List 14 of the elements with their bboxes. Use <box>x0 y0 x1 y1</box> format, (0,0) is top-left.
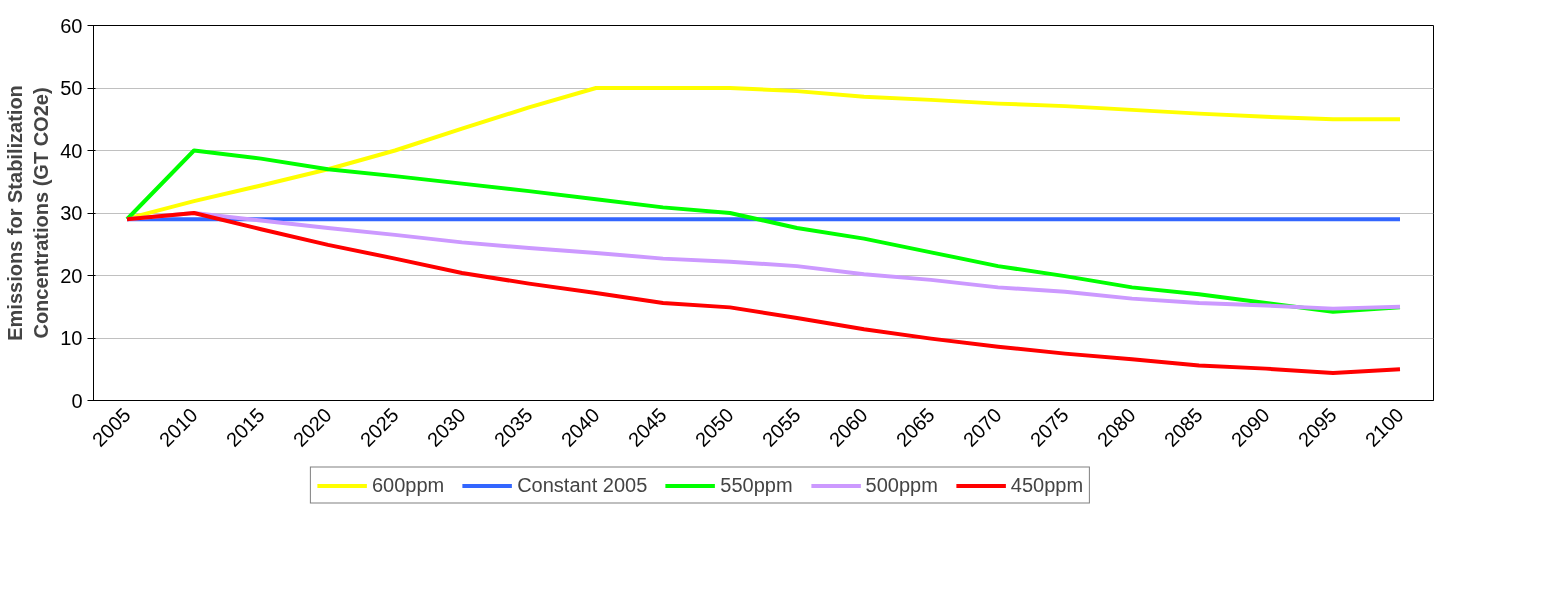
legend-label: 450ppm <box>1010 473 1084 497</box>
y-tick-label: 20 <box>60 264 83 287</box>
legend-label: 550ppm <box>720 473 793 497</box>
y-tick-label: 50 <box>60 77 83 99</box>
legend-label: 600ppm <box>371 473 445 497</box>
y-tick-label: 40 <box>60 139 83 162</box>
line-series <box>125 211 1402 375</box>
y-axis-title: Emissions for Stabilization Concentrations (GT CO2e) <box>3 85 53 341</box>
y-tick-label: 0 <box>71 389 83 412</box>
legend-label: 500ppm <box>865 473 938 497</box>
y-tick-label: 30 <box>60 202 83 224</box>
legend-label: Constant 2005 <box>517 473 648 497</box>
y-tick-label: 10 <box>60 327 83 349</box>
y-tick-label: 60 <box>60 14 83 37</box>
